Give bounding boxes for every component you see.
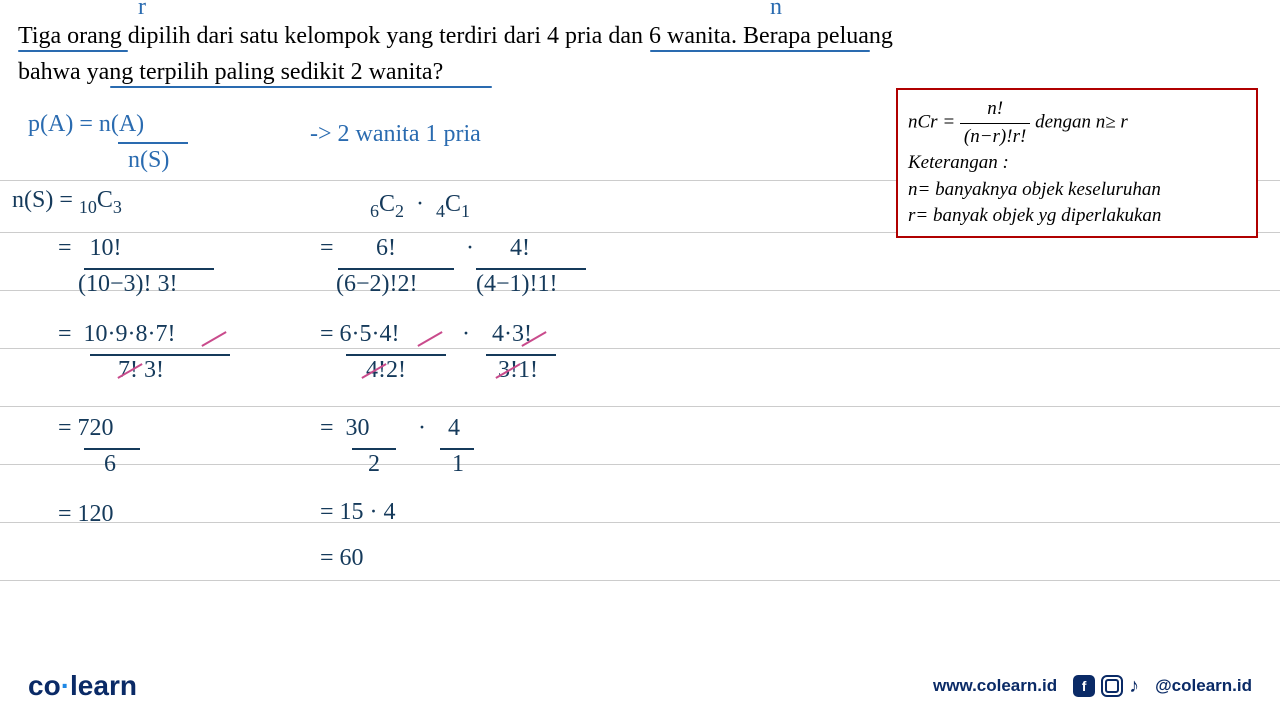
- problem-statement: Tiga orang dipilih dari satu kelompok ya…: [18, 18, 1262, 90]
- c2-l6: = 60: [320, 546, 364, 570]
- c2-l2b: (6−2)!2!: [336, 272, 418, 296]
- pA-formula-den: n(S): [128, 148, 169, 172]
- ns-fracbar-1: [84, 268, 214, 270]
- c2-l2a: 6!: [376, 236, 396, 260]
- tiktok-icon: ♪: [1129, 675, 1139, 698]
- footer-url: www.colearn.id: [933, 676, 1057, 696]
- formula-den: (n−r)!r!: [960, 124, 1030, 151]
- brand-logo: co·learn: [28, 670, 137, 702]
- formula-num: n!: [960, 96, 1030, 124]
- c2-line1: 6C2 · 4C1: [370, 192, 470, 220]
- c2-fracbar-5: [352, 448, 396, 450]
- formula-n-desc: n= banyaknya objek keseluruhan: [908, 177, 1246, 204]
- social-icons: f ♪: [1073, 675, 1139, 698]
- ns-line3-num: = 10·9·8·7!: [58, 322, 176, 346]
- case-title: -> 2 wanita 1 pria: [310, 122, 481, 146]
- logo-co: co: [28, 670, 61, 701]
- ns-line4-num: = 720: [58, 416, 114, 440]
- c2-dot1: ·: [466, 236, 474, 260]
- logo-dot: ·: [61, 670, 70, 701]
- problem-line2: bahwa yang terpilih paling sedikit 2 wan…: [18, 54, 1262, 90]
- footer-handle: @colearn.id: [1155, 676, 1252, 696]
- formula-row: nCr = n! (n−r)!r! dengan n≥ r: [908, 96, 1246, 150]
- c2-l3d: 3!1!: [498, 358, 538, 382]
- c2-l4b: 2: [368, 452, 380, 476]
- c2-l2c: 4!: [510, 236, 530, 260]
- c2-l5: = 15 · 4: [320, 500, 396, 524]
- formula-box: nCr = n! (n−r)!r! dengan n≥ r Keterangan…: [896, 88, 1258, 238]
- instagram-icon: [1101, 675, 1123, 697]
- formula-lhs: nCr =: [908, 111, 955, 132]
- c2-fracbar-2: [476, 268, 586, 270]
- c2-fracbar-3: [346, 354, 446, 356]
- pA-formula-num: p(A) = n(A): [28, 112, 144, 136]
- c2-l4d: 1: [452, 452, 464, 476]
- c2-fracbar-4: [486, 354, 556, 356]
- logo-learn: learn: [70, 670, 137, 701]
- underline-paling-sedikit: [110, 86, 492, 88]
- c2-fracbar-6: [440, 448, 474, 450]
- ns-line4-den: 6: [104, 452, 116, 476]
- underline-4pria-6wanita: [650, 50, 870, 52]
- formula-r-desc: r= banyak objek yg diperlakukan: [908, 203, 1246, 230]
- c2-l4c: 4: [448, 416, 460, 440]
- formula-ket: Keterangan :: [908, 150, 1246, 177]
- c2-l2-eq: =: [320, 236, 334, 260]
- ns-line3-den: 7! 3!: [118, 358, 164, 382]
- footer: co·learn www.colearn.id f ♪ @colearn.id: [0, 670, 1280, 702]
- c2-fracbar-1: [338, 268, 454, 270]
- c2-dot2: ·: [462, 322, 470, 346]
- c2-l3a: = 6·5·4!: [320, 322, 400, 346]
- footer-right: www.colearn.id f ♪ @colearn.id: [933, 675, 1252, 698]
- underline-tiga-orang: [18, 50, 128, 52]
- c2-l2d: (4−1)!1!: [476, 272, 558, 296]
- ns-line1: n(S) = 10C3: [12, 188, 122, 216]
- ns-fracbar-3: [84, 448, 140, 450]
- c2-l4a: = 30: [320, 416, 370, 440]
- c2-dot3: ·: [418, 416, 426, 440]
- problem-line1: Tiga orang dipilih dari satu kelompok ya…: [18, 18, 1262, 54]
- formula-rhs: dengan n≥ r: [1035, 111, 1128, 132]
- ns-line2-num: = 10!: [58, 236, 122, 260]
- ns-line2-den: (10−3)! 3!: [78, 272, 178, 296]
- ns-line5: = 120: [58, 502, 114, 526]
- ns-fracbar-2: [90, 354, 230, 356]
- facebook-icon: f: [1073, 675, 1095, 697]
- pA-fracbar: [118, 142, 188, 144]
